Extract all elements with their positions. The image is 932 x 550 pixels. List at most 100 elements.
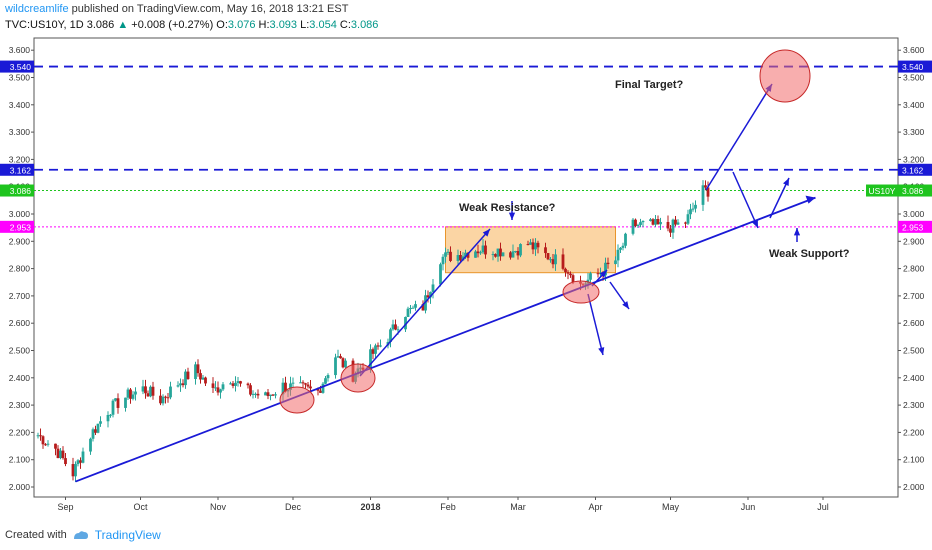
candle-body — [516, 251, 520, 256]
price-tag-right — [898, 184, 932, 197]
y-tick-label-left: 2.200 — [9, 427, 31, 437]
candle-body — [369, 349, 372, 370]
footer: Created with TradingView — [5, 528, 161, 542]
tradingview-brand[interactable]: TradingView — [94, 528, 161, 542]
low-label: L: — [300, 19, 310, 31]
candle-body — [501, 252, 505, 257]
candle-body — [221, 384, 225, 390]
candle-body — [204, 377, 207, 384]
candle-body — [44, 444, 47, 446]
rally-arrow-head — [482, 229, 490, 237]
candle-body — [389, 329, 392, 342]
candle-body — [166, 397, 170, 399]
candle-body — [339, 356, 342, 359]
candle-body — [689, 209, 692, 215]
breakdown-arrow-2-head — [622, 301, 629, 309]
candle-body — [289, 383, 292, 390]
x-tick-label: 2018 — [360, 502, 380, 512]
candle-body — [671, 219, 675, 233]
candle-body — [694, 204, 697, 209]
candle-body — [114, 398, 117, 401]
y-tick-label-left: 2.800 — [9, 264, 31, 274]
candle-body — [96, 423, 100, 433]
y-tick-label-left: 3.000 — [9, 209, 31, 219]
x-tick-label: Apr — [588, 502, 602, 512]
price-tag-right-label: 3.086 — [902, 186, 924, 196]
candle-body — [41, 436, 45, 445]
candle-body — [164, 396, 167, 398]
candle-body — [179, 383, 182, 386]
candle-body — [246, 383, 250, 386]
candle-body — [654, 219, 657, 225]
symbol-tag-label: US10Y — [869, 186, 896, 196]
y-tick-label-left: 2.700 — [9, 291, 31, 301]
candle-body — [234, 382, 237, 386]
author-link[interactable]: wildcreamlife — [5, 3, 69, 15]
candle-body — [126, 389, 130, 398]
candle-body — [379, 345, 382, 347]
price-tag-left — [0, 184, 34, 197]
bounce-arrow — [769, 177, 790, 219]
candle-body — [659, 221, 662, 225]
candle-body — [309, 386, 312, 389]
high-value: 3.093 — [269, 19, 298, 31]
price-tag-right-label: 3.540 — [902, 62, 924, 72]
candle-body — [61, 450, 65, 459]
y-tick-label-left: 3.500 — [9, 73, 31, 83]
candle-body — [569, 273, 572, 276]
candle-body — [566, 272, 570, 274]
last-price: 3.086 — [86, 19, 115, 31]
candle-body — [461, 256, 465, 261]
candle-body — [474, 251, 477, 258]
price-change: +0.008 (+0.27%) — [131, 19, 214, 31]
candle-body — [411, 307, 415, 309]
candle-body — [441, 256, 445, 265]
candle-body — [684, 222, 687, 224]
candle-body — [604, 262, 607, 276]
price-tag-right — [898, 163, 932, 176]
candle-body — [649, 219, 652, 221]
jan-low-circle — [340, 363, 376, 393]
candle-body — [421, 304, 425, 311]
y-tick-label-left: 2.900 — [9, 236, 31, 246]
support-pointer-arrow-head — [793, 228, 801, 236]
candle-body — [549, 259, 552, 261]
y-tick-label-left: 2.400 — [9, 373, 31, 383]
pullback-arrow-head — [752, 220, 758, 228]
candle-body — [606, 262, 610, 265]
candle-body — [74, 464, 77, 477]
x-tick-label: May — [662, 502, 680, 512]
candle-body — [596, 273, 600, 275]
candle-body — [491, 254, 495, 256]
price-tag-left — [0, 60, 34, 73]
candle-body — [666, 221, 670, 229]
candle-body — [149, 386, 152, 397]
dec-low-circle — [279, 386, 315, 414]
candle-body — [526, 244, 530, 246]
candle-body — [446, 251, 450, 253]
y-tick-label-right: 2.800 — [903, 264, 925, 274]
candle-body — [264, 392, 267, 396]
candle-body — [431, 284, 435, 293]
candle-body — [479, 252, 482, 254]
candle-body — [631, 219, 635, 234]
weak-resistance-label: Weak Resistance? — [459, 202, 556, 214]
candle-body — [219, 389, 222, 393]
candle-body — [214, 387, 217, 389]
candle-body — [106, 414, 110, 422]
candle-body — [181, 383, 185, 386]
candle-body — [459, 255, 462, 261]
candle-body — [494, 254, 497, 257]
y-tick-label-left: 2.500 — [9, 346, 31, 356]
y-tick-label-left: 3.300 — [9, 127, 31, 137]
y-tick-label-right: 3.000 — [903, 209, 925, 219]
candle-body — [324, 378, 327, 384]
x-tick-label: Nov — [210, 502, 227, 512]
y-tick-label-left: 2.000 — [9, 482, 31, 492]
y-tick-label-right: 2.500 — [903, 346, 925, 356]
candle-body — [509, 252, 512, 258]
y-tick-label-right: 3.300 — [903, 127, 925, 137]
y-tick-label-left: 3.200 — [9, 154, 31, 164]
breakdown-arrow-1-head — [598, 347, 605, 355]
